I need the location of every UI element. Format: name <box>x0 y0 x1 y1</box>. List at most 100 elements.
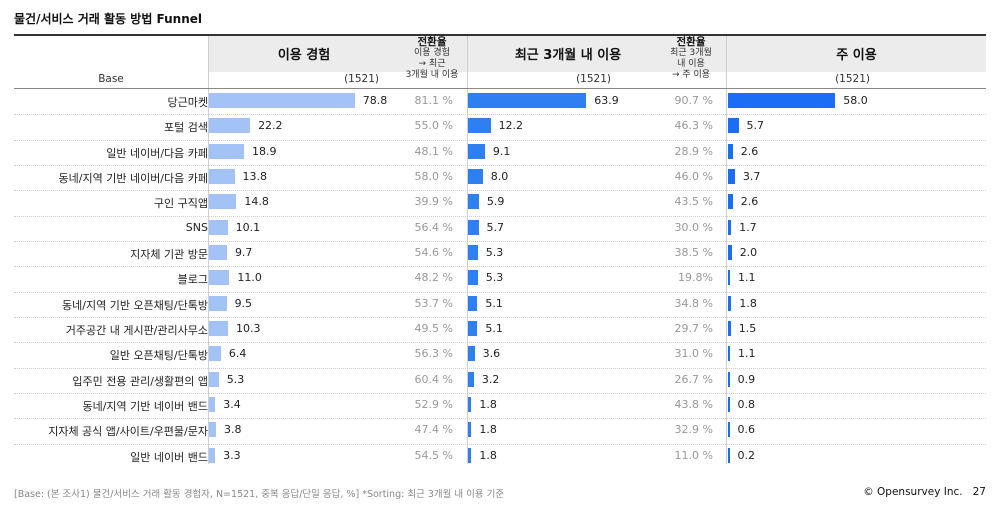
data-label: 5.7 <box>746 119 765 133</box>
bar-2 <box>468 447 472 463</box>
bar-3 <box>728 320 731 336</box>
row-divider <box>14 240 986 242</box>
bar-3 <box>728 371 730 387</box>
bar-1 <box>209 320 229 336</box>
row-divider <box>14 164 986 166</box>
conv1-line: → 최근 <box>418 59 446 69</box>
conversion-rate: 81.1 % <box>414 94 453 107</box>
conversion-rate: 34.8 % <box>674 296 713 310</box>
data-label: 3.3 <box>223 448 241 462</box>
row-divider <box>14 215 986 217</box>
conversion-rate: 32.9 % <box>674 423 713 437</box>
data-label: 5.3 <box>485 245 504 259</box>
row-label: 일반 네이버 밴드 <box>130 450 208 464</box>
col-separator <box>726 36 727 464</box>
row-divider <box>14 190 986 192</box>
data-label: 0.2 <box>737 448 756 462</box>
row-label: 동네/지역 기반 네이버 밴드 <box>82 399 208 413</box>
row-divider <box>14 316 986 318</box>
data-label: 14.8 <box>244 195 269 209</box>
row-divider <box>14 266 986 268</box>
row-divider <box>14 367 986 369</box>
conversion-rate: 31.0 % <box>674 347 713 361</box>
data-label: 9.5 <box>234 296 253 310</box>
row-label: 일반 오픈채팅/단톡방 <box>109 349 208 363</box>
conversion-rate: 38.5 % <box>674 245 713 259</box>
conversion-rate: 52.9 % <box>414 397 453 411</box>
bar-1 <box>209 219 228 235</box>
bar-1 <box>209 194 237 210</box>
row-label: 일반 네이버/다음 카페 <box>106 146 208 160</box>
bar-2 <box>468 270 478 286</box>
data-label: 3.7 <box>742 169 761 183</box>
data-label: 58.0 <box>843 94 868 107</box>
bar-2 <box>468 93 587 108</box>
conversion-rate: 48.1 % <box>414 144 453 158</box>
bar-2 <box>468 320 478 336</box>
bar-3 <box>728 143 733 159</box>
row-label: 구인 구직앱 <box>153 197 208 211</box>
bar-2 <box>468 194 479 210</box>
conversion-rate: 46.0 % <box>674 169 713 183</box>
data-label: 13.8 <box>242 169 268 183</box>
data-label: 5.3 <box>485 271 504 285</box>
bar-2 <box>468 244 478 260</box>
bar-3 <box>728 295 732 311</box>
conversion-rate: 90.7 % <box>674 94 713 107</box>
data-label: 1.8 <box>739 296 757 310</box>
data-label: 8.0 <box>490 169 509 183</box>
data-label: 3.2 <box>481 372 500 386</box>
data-label: 18.9 <box>251 144 277 158</box>
data-label: 63.9 <box>594 94 619 107</box>
conversion-rate: 60.4 % <box>414 372 453 386</box>
top-rule <box>14 34 986 36</box>
bar-1 <box>209 270 230 286</box>
col-separator <box>208 36 209 464</box>
col-separator <box>467 36 468 464</box>
data-label: 5.3 <box>226 372 245 386</box>
data-label: 0.9 <box>737 372 756 386</box>
conversion-rate: 11.0 % <box>674 448 713 462</box>
bar-1 <box>209 295 227 311</box>
conversion-rate: 58.0 % <box>414 169 453 183</box>
conversion-rate: 19.8% <box>678 271 713 285</box>
data-label: 78.8 <box>362 94 388 107</box>
conversion-rate: 43.8 % <box>674 397 713 411</box>
base-n-recent: (1521) <box>576 73 611 85</box>
bar-2 <box>468 118 491 134</box>
row-label: 동네/지역 기반 네이버/다음 카페 <box>58 171 208 185</box>
header-bg-recent <box>468 36 726 72</box>
bar-1 <box>209 118 251 134</box>
row-label: 블로그 <box>177 273 208 287</box>
data-label: 5.1 <box>485 296 503 310</box>
bar-1 <box>209 346 221 362</box>
header-bg-experience <box>209 36 467 72</box>
conversion-rate: 29.7 % <box>674 321 713 335</box>
conversion-rate: 56.4 % <box>414 220 453 234</box>
header-experience: 이용 경험 <box>277 48 331 63</box>
bar-1 <box>209 168 235 184</box>
bar-2 <box>468 422 472 438</box>
row-label: SNS <box>185 220 208 234</box>
base-rule <box>14 88 986 89</box>
data-label: 2.6 <box>740 195 759 209</box>
data-label: 10.1 <box>235 220 261 234</box>
data-label: 2.6 <box>740 144 759 158</box>
row-label: 지자체 공식 앱/사이트/우편물/문자 <box>48 425 208 439</box>
conv2-title: 전환율 <box>676 36 706 48</box>
conversion-rate: 53.7 % <box>414 296 453 310</box>
bar-1 <box>209 422 217 438</box>
conv1-line: 이용 경험 <box>414 48 450 58</box>
row-divider <box>14 291 986 293</box>
row-label: 입주민 전용 관리/생활편의 앱 <box>72 374 208 388</box>
row-divider <box>14 392 986 394</box>
data-label: 5.9 <box>486 195 505 209</box>
data-label: 1.1 <box>738 271 756 285</box>
bar-3 <box>728 194 733 210</box>
conversion-rate: 48.2 % <box>414 271 453 285</box>
data-label: 6.4 <box>228 347 247 361</box>
header-bg-main <box>727 36 986 72</box>
conversion-rate: 47.4 % <box>414 423 453 437</box>
conversion-rate: 30.0 % <box>674 220 713 234</box>
row-divider <box>14 114 986 116</box>
